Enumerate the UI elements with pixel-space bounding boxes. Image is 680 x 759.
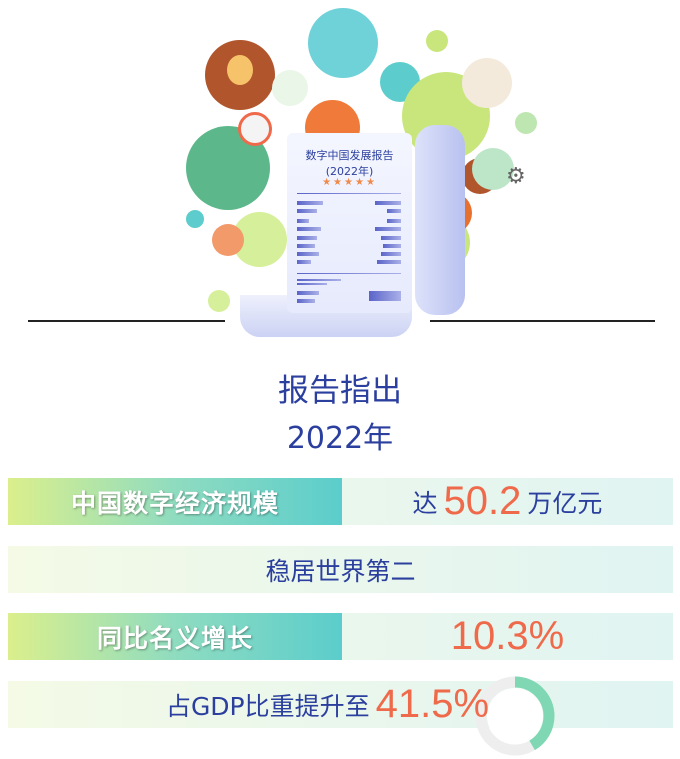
laptop-icon — [272, 70, 308, 106]
deco-circle — [238, 112, 272, 146]
heading-line1: 报告指出 — [278, 373, 402, 409]
divider-right — [430, 320, 655, 322]
chat-icon — [212, 224, 244, 256]
gauge-center — [487, 688, 543, 744]
deco-circle — [426, 30, 448, 52]
deco-circle — [515, 112, 537, 134]
gear-icon: ⚙ — [506, 164, 526, 189]
stat-row-growth: 同比名义增长 10.3% — [8, 613, 673, 660]
stat-value: 10.3% — [342, 613, 673, 660]
divider-left — [28, 320, 225, 322]
stat-row-scale: 中国数字经济规模 达 50.2 万亿元 — [8, 478, 673, 525]
gdp-share-text: 占GDP比重提升至 41.5% — [165, 682, 490, 726]
stat-row-rank: 稳居世界第二 — [8, 546, 673, 593]
stat-number: 50.2 — [443, 479, 522, 523]
stat-number: 10.3% — [450, 614, 565, 658]
chart-icon — [308, 8, 378, 78]
stat-label: 中国数字经济规模 — [8, 478, 342, 525]
scroll-roll — [415, 125, 465, 315]
deco-circle — [186, 210, 204, 228]
heading-line2: 2022年 — [286, 421, 394, 456]
stat-row-gdp-share — [8, 681, 673, 728]
gauge-fill — [475, 676, 555, 756]
deco-circle — [208, 290, 230, 312]
report-year: (2022年) — [325, 165, 374, 178]
star-rating: ★★★★★ — [322, 177, 377, 188]
stat-label: 同比名义增长 — [8, 613, 342, 660]
deco-circle — [472, 148, 514, 190]
report-document: 数字中国发展报告 (2022年) ★★★★★ — [287, 133, 412, 313]
stat-value: 达 50.2 万亿元 — [412, 479, 603, 523]
report-title: 数字中国发展报告 — [305, 149, 394, 162]
stat-number: 41.5% — [375, 682, 490, 726]
rank-text: 稳居世界第二 — [265, 556, 416, 586]
phone-icon — [462, 58, 512, 108]
lightbulb-icon — [227, 55, 253, 85]
gdp-share-gauge — [475, 676, 555, 756]
